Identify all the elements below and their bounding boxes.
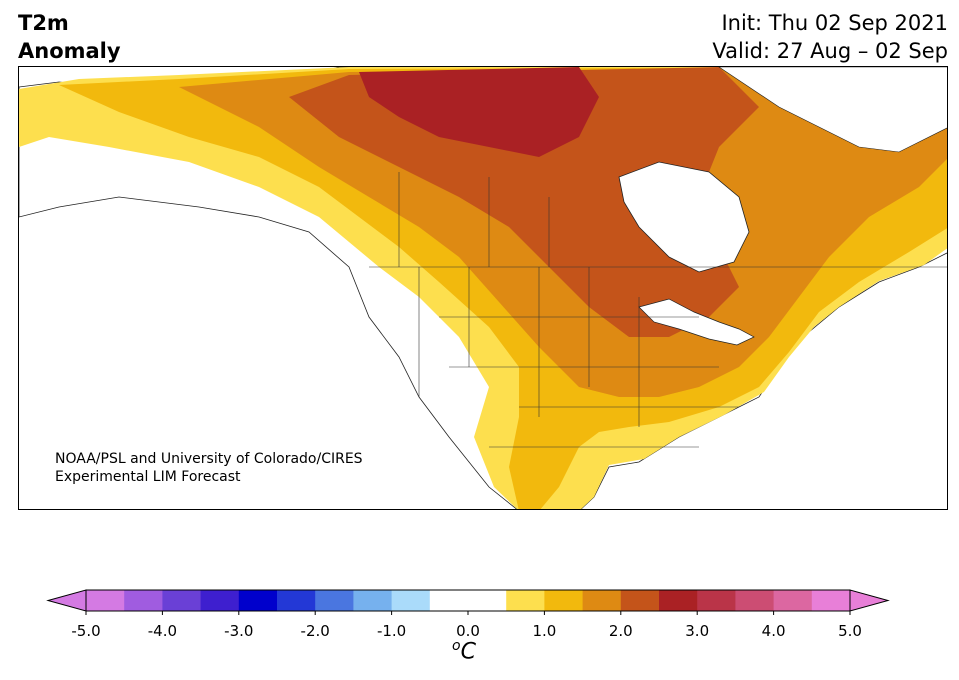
colorbar-bin xyxy=(238,590,278,611)
colorbar-tick-label: 3.0 xyxy=(685,622,709,640)
colorbar-bin xyxy=(162,590,202,611)
colorbar-tick-label: 1.0 xyxy=(532,622,556,640)
credit-line-2: Experimental LIM Forecast xyxy=(55,469,241,485)
valid-period: Valid: 27 Aug – 02 Sep xyxy=(712,39,948,63)
init-date: Init: Thu 02 Sep 2021 xyxy=(721,11,948,35)
colorbar-bin xyxy=(544,590,584,611)
colorbar-bin xyxy=(659,590,698,611)
colorbar-bin xyxy=(468,590,507,611)
map-canvas xyxy=(19,67,947,509)
anomaly-band-2.5-3.0 xyxy=(359,67,599,157)
chart-title: T2m Anomaly xyxy=(18,9,121,65)
colorbar-bin xyxy=(429,590,469,611)
hudson-bay xyxy=(618,161,750,273)
anomaly-band-2.0-2.5 xyxy=(289,67,759,337)
colorbar-bin xyxy=(391,590,431,611)
colorbar-tick-label: 2.0 xyxy=(609,622,633,640)
colorbar-bin xyxy=(86,590,125,611)
credit-line-1: NOAA/PSL and University of Colorado/CIRE… xyxy=(55,451,363,467)
colorbar-bin xyxy=(200,590,240,611)
forecast-dates: Init: Thu 02 Sep 2021 Valid: 27 Aug – 02… xyxy=(712,9,948,65)
colorbar-bin xyxy=(124,590,163,611)
colorbar-bin xyxy=(811,590,851,611)
colorbar-tick-label: 5.0 xyxy=(838,622,862,640)
title-line-1: T2m xyxy=(18,11,69,35)
colorbar-bin xyxy=(620,590,660,611)
colorbar-unit: oC xyxy=(452,638,476,664)
unit-degree: o xyxy=(452,638,461,654)
credit-text: NOAA/PSL and University of Colorado/CIRE… xyxy=(55,450,363,486)
colorbar-bin xyxy=(582,590,622,611)
colorbar-tick-label: -5.0 xyxy=(71,622,100,640)
great-lakes xyxy=(638,298,755,346)
anomaly-map xyxy=(18,66,948,510)
colorbar-tick-label: 4.0 xyxy=(762,622,786,640)
unit-letter: C xyxy=(460,639,476,665)
colorbar-bin xyxy=(353,590,393,611)
colorbar-bin xyxy=(697,590,736,611)
arctic-islands xyxy=(718,67,947,153)
colorbar-bin xyxy=(506,590,545,611)
colorbar-extend-over xyxy=(849,589,890,612)
colorbar-bin xyxy=(773,590,813,611)
colorbar-extend-under xyxy=(46,589,87,612)
colorbar-bin xyxy=(277,590,316,611)
colorbar-tick-label: -2.0 xyxy=(301,622,330,640)
colorbar-tick-label: -4.0 xyxy=(148,622,177,640)
colorbar-bin xyxy=(735,590,775,611)
political-boundaries xyxy=(369,172,947,448)
colorbar-tick-label: -1.0 xyxy=(377,622,406,640)
title-line-2: Anomaly xyxy=(18,39,121,63)
colorbar-tick-label: 0.0 xyxy=(456,622,480,640)
colorbar-tick-label: -3.0 xyxy=(224,622,253,640)
colorbar-bin xyxy=(315,590,354,611)
